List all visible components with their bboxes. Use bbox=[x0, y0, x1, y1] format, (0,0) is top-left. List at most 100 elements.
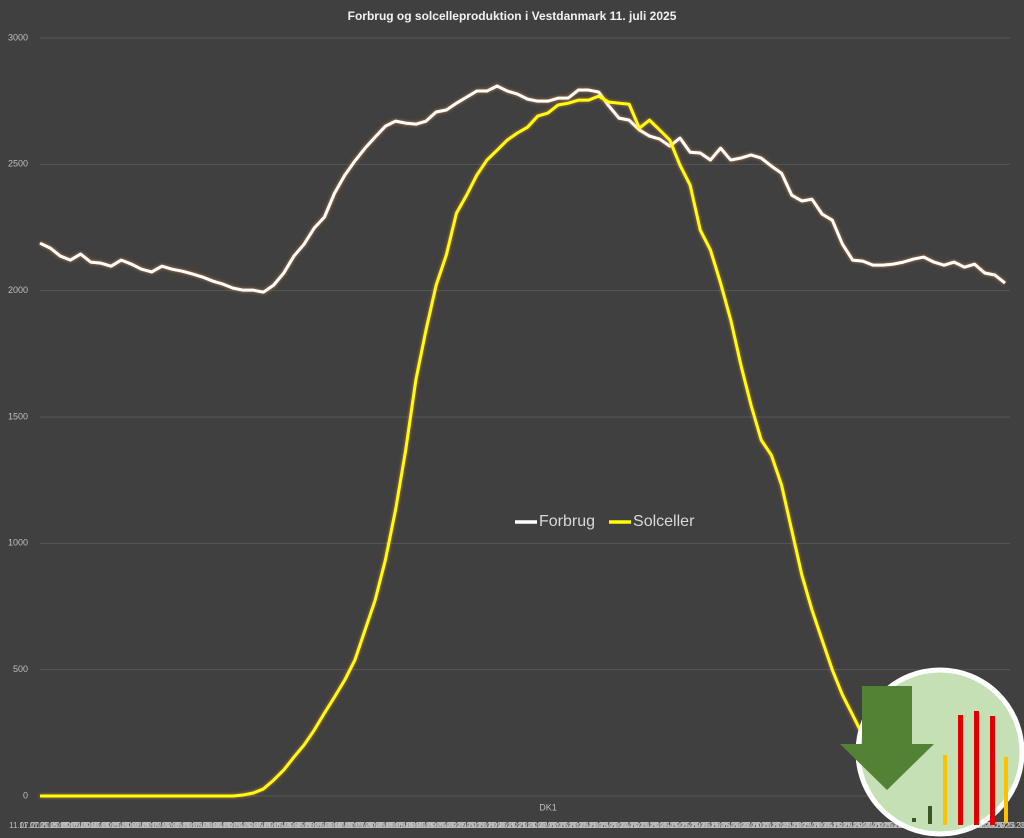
x-tick-label: 11.07.2025 23:30 bbox=[964, 821, 1024, 830]
x-tick-label: 11.07.2025 02:00 bbox=[90, 821, 152, 830]
y-tick-label: 1000 bbox=[8, 538, 28, 548]
chart-title: Forbrug og solcelleproduktion i Vestdanm… bbox=[348, 9, 677, 23]
x-tick-label: 11.07.2025 12:30 bbox=[517, 821, 579, 830]
x-tick-label: 11.07.2025 19:15 bbox=[791, 821, 853, 830]
x-tick-label: 11.07.2025 14:30 bbox=[598, 821, 660, 830]
x-tick-label: 11.07.2025 15:15 bbox=[629, 821, 691, 830]
x-tick-label: 11.07.2025 21:00 bbox=[862, 821, 924, 830]
x-tick-label: 11.07.2025 10:15 bbox=[426, 821, 488, 830]
x-tick-label: 11.07.2025 12:00 bbox=[497, 821, 559, 830]
logo-icon bbox=[840, 667, 1024, 837]
x-tick-label: 11.07.2025 03:15 bbox=[141, 821, 203, 830]
legend-label: Forbrug bbox=[539, 513, 595, 530]
data-line bbox=[39, 84, 1006, 294]
x-tick-label: 11.07.2025 04:15 bbox=[182, 821, 244, 830]
x-tick-label: 11.07.2025 07:00 bbox=[294, 821, 356, 830]
plot-area: 0 500 1000 1500 2000 2500 3000 11.07.2025 00:00… bbox=[8, 32, 1024, 830]
x-tick-label: 11.07.2025 09:00 bbox=[375, 821, 437, 830]
x-tick-label: 11.07.2025 06:45 bbox=[283, 821, 345, 830]
x-tick-label: 11.07.2025 23:45 bbox=[974, 821, 1024, 830]
x-tick-label: 11.07.2025 16:15 bbox=[669, 821, 731, 830]
x-tick-label: 11.07.2025 12:45 bbox=[527, 821, 589, 830]
x-tick-label: 11.07.2025 00:30 bbox=[29, 821, 91, 830]
x-tick-label: 11.07.2025 23:15 bbox=[954, 821, 1016, 830]
x-tick-label: 11.07.2025 15:45 bbox=[649, 821, 711, 830]
x-tick-label: 11.07.2025 06:00 bbox=[253, 821, 315, 830]
x-tick-label: 11.07.2025 19:00 bbox=[781, 821, 843, 830]
x-tick-label: 11.07.2025 05:15 bbox=[222, 821, 284, 830]
x-tick-label: 11.07.2025 18:45 bbox=[771, 821, 833, 830]
x-tick-label: 11.07.2025 20:30 bbox=[842, 821, 904, 830]
legend: Forbrug Solceller bbox=[515, 513, 695, 530]
x-tick-label: 11.07.2025 10:30 bbox=[436, 821, 498, 830]
legend-label: Solceller bbox=[633, 513, 695, 530]
x-tick-label: 11.07.2025 08:45 bbox=[365, 821, 427, 830]
x-tick-label: 11.07.2025 02:45 bbox=[121, 821, 183, 830]
x-tick-label: 11.07.2025 06:15 bbox=[263, 821, 325, 830]
x-tick-label: 11.07.2025 15:30 bbox=[639, 821, 701, 830]
x-tick-label: 11.07.2025 01:45 bbox=[80, 821, 142, 830]
x-tick-label: 11.07.2025 13:00 bbox=[537, 821, 599, 830]
x-tick-label: 11.07.2025 02:15 bbox=[101, 821, 163, 830]
x-tick-label: 11.07.2025 07:45 bbox=[324, 821, 386, 830]
x-tick-label: 11.07.2025 03:30 bbox=[151, 821, 213, 830]
x-tick-label: 11.07.2025 18:15 bbox=[751, 821, 813, 830]
x-tick-label: 11.07.2025 13:30 bbox=[558, 821, 620, 830]
x-tick-label: 11.07.2025 11:00 bbox=[456, 821, 518, 830]
x-tick-label: 11.07.2025 06:30 bbox=[273, 821, 335, 830]
x-tick-label: 11.07.2025 04:00 bbox=[172, 821, 234, 830]
y-tick-label: 3000 bbox=[8, 32, 28, 42]
x-tick-label: 11.07.2025 19:30 bbox=[801, 821, 863, 830]
x-tick-label: 11.07.2025 20:15 bbox=[832, 821, 894, 830]
x-tick-label: 11.07.2025 11:15 bbox=[467, 821, 529, 830]
x-tick-label: 11.07.2025 00:45 bbox=[40, 821, 102, 830]
x-tick-label: 11.07.2025 04:30 bbox=[192, 821, 254, 830]
x-tick-label: 11.07.2025 12:15 bbox=[507, 821, 569, 830]
y-tick-label: 2000 bbox=[8, 285, 28, 295]
x-tick-label: 11.07.2025 08:30 bbox=[355, 821, 417, 830]
x-tick-label: 11.07.2025 02:30 bbox=[111, 821, 173, 830]
x-tick-label: 11.07.2025 11:30 bbox=[477, 821, 539, 830]
x-tick-label: 11.07.2025 05:00 bbox=[212, 821, 274, 830]
x-tick-label: 11.07.2025 19:45 bbox=[812, 821, 874, 830]
x-tick-label: 11.07.2025 00:00 bbox=[9, 821, 71, 830]
x-tick-label: 11.07.2025 16:00 bbox=[659, 821, 721, 830]
x-tick-label: 11.07.2025 08:15 bbox=[344, 821, 406, 830]
x-tick-label: 11.07.2025 03:45 bbox=[162, 821, 224, 830]
x-tick-label: 11.07.2025 14:15 bbox=[588, 821, 650, 830]
x-tick-label: 11.07.2025 07:15 bbox=[304, 821, 366, 830]
x-tick-label: 11.07.2025 14:00 bbox=[578, 821, 640, 830]
x-tick-label: 11.07.2025 20:00 bbox=[822, 821, 884, 830]
x-tick-label: 11.07.2025 17:00 bbox=[700, 821, 762, 830]
x-tick-label: 11.07.2025 03:00 bbox=[131, 821, 193, 830]
x-tick-label: 11.07.2025 09:30 bbox=[395, 821, 457, 830]
y-tick-label: 500 bbox=[13, 664, 28, 674]
x-tick-label: 11.07.2025 09:15 bbox=[385, 821, 447, 830]
x-tick-label: 11.07.2025 01:00 bbox=[50, 821, 112, 830]
y-tick-label: 0 bbox=[23, 790, 28, 800]
y-tick-label: 1500 bbox=[8, 411, 28, 421]
x-tick-label: 11.07.2025 01:15 bbox=[60, 821, 122, 830]
x-tick-label: 11.07.2025 01:30 bbox=[70, 821, 132, 830]
x-tick-label: 11.07.2025 00:15 bbox=[19, 821, 81, 830]
x-tick-label: 11.07.2025 13:15 bbox=[548, 821, 610, 830]
x-tick-label: 11.07.2025 09:45 bbox=[405, 821, 467, 830]
x-tick-label: 11.07.2025 04:45 bbox=[202, 821, 264, 830]
x-tick-label: 11.07.2025 08:00 bbox=[334, 821, 396, 830]
x-tick-label: 11.07.2025 11:45 bbox=[487, 821, 549, 830]
x-tick-label: 11.07.2025 17:15 bbox=[710, 821, 772, 830]
x-tick-label: 11.07.2025 05:45 bbox=[243, 821, 305, 830]
x-tick-label: 11.07.2025 14:45 bbox=[608, 821, 670, 830]
data-line bbox=[40, 94, 1005, 798]
x-tick-label: 11.07.2025 07:30 bbox=[314, 821, 376, 830]
x-tick-label: 11.07.2025 18:30 bbox=[761, 821, 823, 830]
x-tick-label: 11.07.2025 16:45 bbox=[690, 821, 752, 830]
y-tick-label: 2500 bbox=[8, 159, 28, 169]
x-tick-label: 11.07.2025 17:45 bbox=[730, 821, 792, 830]
x-axis-title: DK1 bbox=[539, 802, 557, 812]
x-tick-label: 11.07.2025 17:30 bbox=[720, 821, 782, 830]
x-tick-label: 11.07.2025 13:45 bbox=[568, 821, 630, 830]
x-tick-label: 11.07.2025 15:00 bbox=[619, 821, 681, 830]
